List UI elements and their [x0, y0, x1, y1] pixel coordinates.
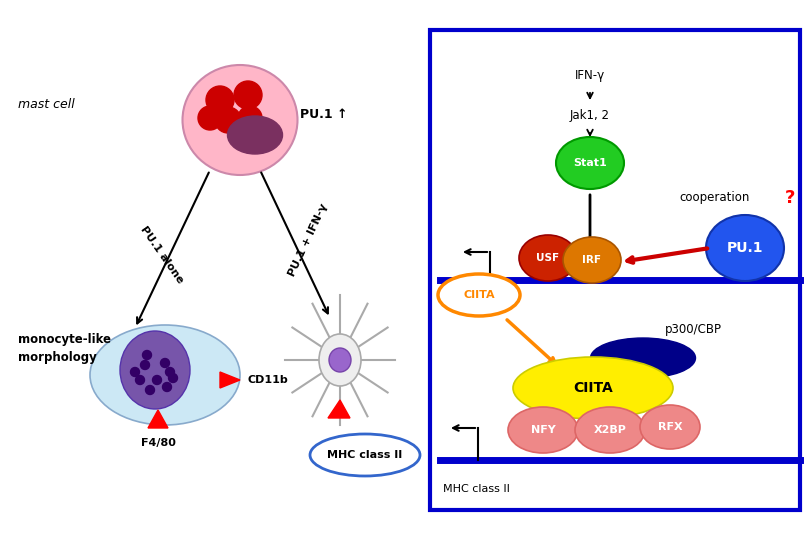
Text: CIITA: CIITA — [464, 290, 495, 300]
Text: MHC class II: MHC class II — [443, 484, 510, 494]
Ellipse shape — [329, 348, 351, 372]
Text: CD11b: CD11b — [248, 375, 289, 385]
Circle shape — [234, 81, 262, 109]
Circle shape — [142, 350, 151, 359]
Circle shape — [135, 376, 145, 385]
Text: PU.1: PU.1 — [726, 241, 763, 255]
Text: Stat1: Stat1 — [573, 158, 607, 168]
Polygon shape — [148, 410, 168, 428]
Circle shape — [215, 107, 241, 133]
Circle shape — [198, 106, 222, 130]
Circle shape — [160, 358, 170, 367]
Text: PU.1 + IFN-γ: PU.1 + IFN-γ — [286, 202, 329, 278]
Polygon shape — [328, 400, 350, 418]
Circle shape — [166, 367, 175, 377]
Text: PU.1 alone: PU.1 alone — [138, 224, 185, 286]
Ellipse shape — [120, 331, 190, 409]
Ellipse shape — [183, 65, 298, 175]
Ellipse shape — [513, 357, 673, 419]
Ellipse shape — [90, 325, 240, 425]
Text: MHC class II: MHC class II — [328, 450, 403, 460]
Circle shape — [206, 86, 234, 114]
Ellipse shape — [310, 434, 420, 476]
Ellipse shape — [591, 338, 696, 378]
Text: F4/80: F4/80 — [141, 438, 176, 448]
Ellipse shape — [706, 215, 784, 281]
Text: IRF: IRF — [582, 255, 602, 265]
Text: ?: ? — [785, 189, 795, 207]
Text: pIV: pIV — [595, 245, 613, 255]
Text: mast cell: mast cell — [18, 98, 74, 111]
Circle shape — [141, 360, 150, 370]
Ellipse shape — [438, 274, 520, 316]
Polygon shape — [220, 372, 240, 388]
Text: cooperation: cooperation — [680, 192, 750, 204]
Ellipse shape — [519, 235, 577, 281]
Ellipse shape — [640, 405, 700, 449]
Text: USF: USF — [536, 253, 560, 263]
Text: CIITA: CIITA — [573, 381, 613, 395]
Text: PU.1 ↑: PU.1 ↑ — [300, 109, 348, 122]
Circle shape — [163, 383, 172, 392]
Text: X2BP: X2BP — [594, 425, 626, 435]
Circle shape — [146, 386, 155, 394]
Circle shape — [168, 373, 177, 383]
Text: Jak1, 2: Jak1, 2 — [570, 110, 610, 123]
Text: p300/CBP: p300/CBP — [664, 323, 722, 336]
Text: NFY: NFY — [531, 425, 555, 435]
Circle shape — [238, 106, 262, 130]
Text: IFN-γ: IFN-γ — [575, 68, 605, 81]
Ellipse shape — [575, 407, 645, 453]
FancyBboxPatch shape — [430, 30, 800, 510]
Circle shape — [130, 367, 139, 377]
Ellipse shape — [563, 237, 621, 283]
Text: monocyte-like: monocyte-like — [18, 334, 111, 346]
Ellipse shape — [508, 407, 578, 453]
Ellipse shape — [556, 137, 624, 189]
Ellipse shape — [227, 116, 282, 154]
Circle shape — [153, 376, 162, 385]
Ellipse shape — [319, 334, 361, 386]
Text: morphology: morphology — [18, 350, 97, 364]
Text: RFX: RFX — [658, 422, 682, 432]
